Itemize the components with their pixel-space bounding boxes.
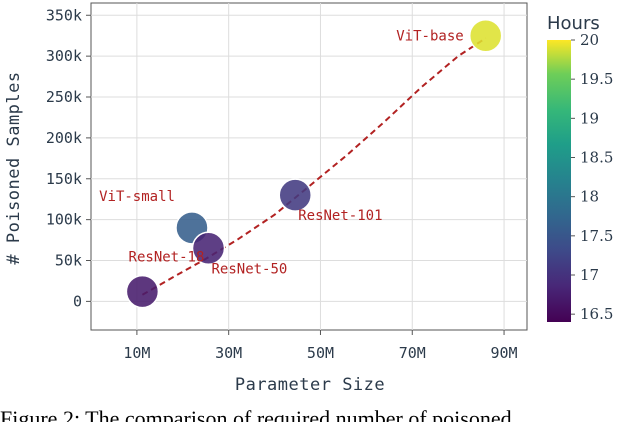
- colorbar-tick-label: 16.5: [580, 305, 613, 323]
- scatter-chart: 0 50k 100k 150k 200k 250k 300k 350k 10M 30M 50M 70…: [4, 2, 613, 395]
- x-tick-label: 70M: [399, 344, 426, 362]
- point-resnet-18: [125, 274, 160, 309]
- label-resnet-18: ResNet-18: [129, 250, 205, 266]
- grid-lines: [91, 3, 527, 330]
- colorbar-tick-label: 17: [580, 266, 599, 284]
- label-vit-base: ViT-base: [396, 29, 463, 45]
- colorbar-ticks: 16.5 17 17.5 18 18.5 19 19.5 20: [571, 31, 613, 323]
- y-tick-label: 100k: [46, 211, 82, 229]
- colorbar-title: Hours: [547, 13, 600, 34]
- colorbar-tick-label: 17.5: [580, 227, 613, 245]
- trend-line: [141, 37, 487, 296]
- colorbar-tick-label: 19: [580, 109, 599, 127]
- y-tick-label: 50k: [55, 252, 82, 270]
- x-axis-ticks: 10M 30M 50M 70M 90M: [123, 330, 518, 362]
- colorbar-tick-label: 18.5: [580, 149, 613, 167]
- figure-caption: Figure 2: The comparison of required num…: [0, 406, 512, 422]
- y-tick-label: 250k: [46, 88, 82, 106]
- label-vit-small: ViT-small: [99, 189, 175, 205]
- y-tick-label: 200k: [46, 129, 82, 147]
- y-tick-label: 0: [73, 292, 82, 310]
- colorbar: [547, 40, 571, 322]
- point-resnet-101: [278, 178, 312, 212]
- x-tick-label: 30M: [215, 344, 242, 362]
- y-axis-title: # Poisoned Samples: [4, 71, 24, 264]
- x-axis-title: Parameter Size: [235, 375, 385, 395]
- label-resnet-101: ResNet-101: [298, 208, 382, 224]
- label-resnet-50: ResNet-50: [211, 261, 287, 277]
- data-points: [125, 18, 503, 309]
- x-tick-label: 10M: [123, 344, 150, 362]
- point-resnet-50: [191, 231, 226, 265]
- colorbar-tick-label: 18: [580, 188, 599, 206]
- x-tick-label: 90M: [491, 344, 518, 362]
- y-tick-label: 350k: [46, 6, 82, 24]
- colorbar-tick-label: 20: [580, 31, 599, 49]
- plot-background: [90, 2, 528, 331]
- point-labels: ResNet-18 ViT-small ResNet-50 ResNet-101 ViT…: [99, 29, 464, 278]
- y-tick-label: 300k: [46, 47, 82, 65]
- x-tick-label: 50M: [307, 344, 334, 362]
- y-tick-label: 150k: [46, 170, 82, 188]
- colorbar-tick-label: 19.5: [580, 70, 613, 88]
- y-axis-ticks: 0 50k 100k 150k 200k 250k 300k 350k: [46, 6, 91, 310]
- point-vit-base: [468, 18, 503, 53]
